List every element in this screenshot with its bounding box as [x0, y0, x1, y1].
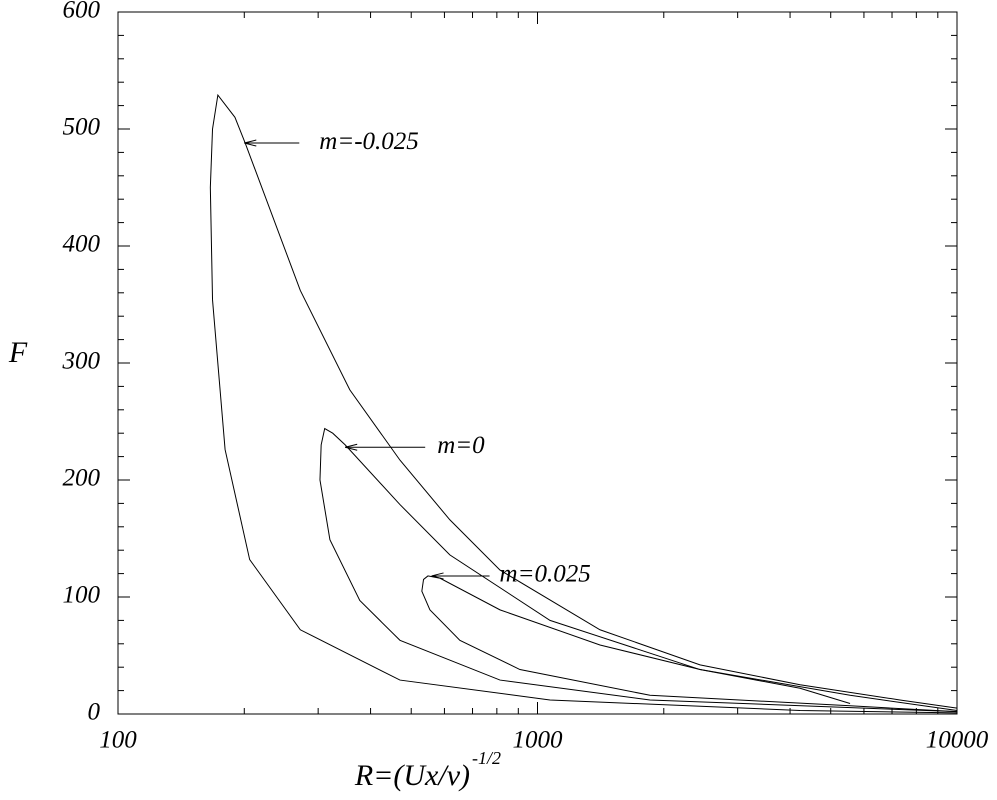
curve	[421, 575, 958, 713]
x-tick-label: 1000	[513, 727, 564, 754]
annotation-label: m=0.025	[500, 561, 591, 588]
curve	[209, 93, 958, 714]
y-tick-label: 300	[62, 348, 101, 375]
y-tick-label: 500	[63, 114, 101, 141]
y-tick-label: 0	[88, 699, 101, 726]
curve	[319, 427, 958, 713]
annotation-label: m=0	[437, 432, 485, 459]
plot-frame	[117, 11, 958, 715]
y-tick-label: 600	[63, 0, 101, 24]
arrow-head	[345, 443, 358, 451]
arrow-head	[244, 139, 257, 147]
y-tick-label: 400	[63, 231, 101, 258]
y-tick-label: 100	[63, 582, 101, 609]
x-axis-label-superscript: -1/2	[472, 748, 501, 768]
annotation-label: m=-0.025	[319, 128, 419, 155]
x-tick-label: 100	[99, 727, 137, 754]
x-axis-label: R=(Ux/ν)	[354, 759, 470, 792]
y-tick-label: 200	[63, 465, 101, 492]
x-tick-label: 10000	[926, 727, 989, 754]
y-axis-label: F	[8, 336, 28, 369]
arrow-head	[431, 572, 444, 580]
